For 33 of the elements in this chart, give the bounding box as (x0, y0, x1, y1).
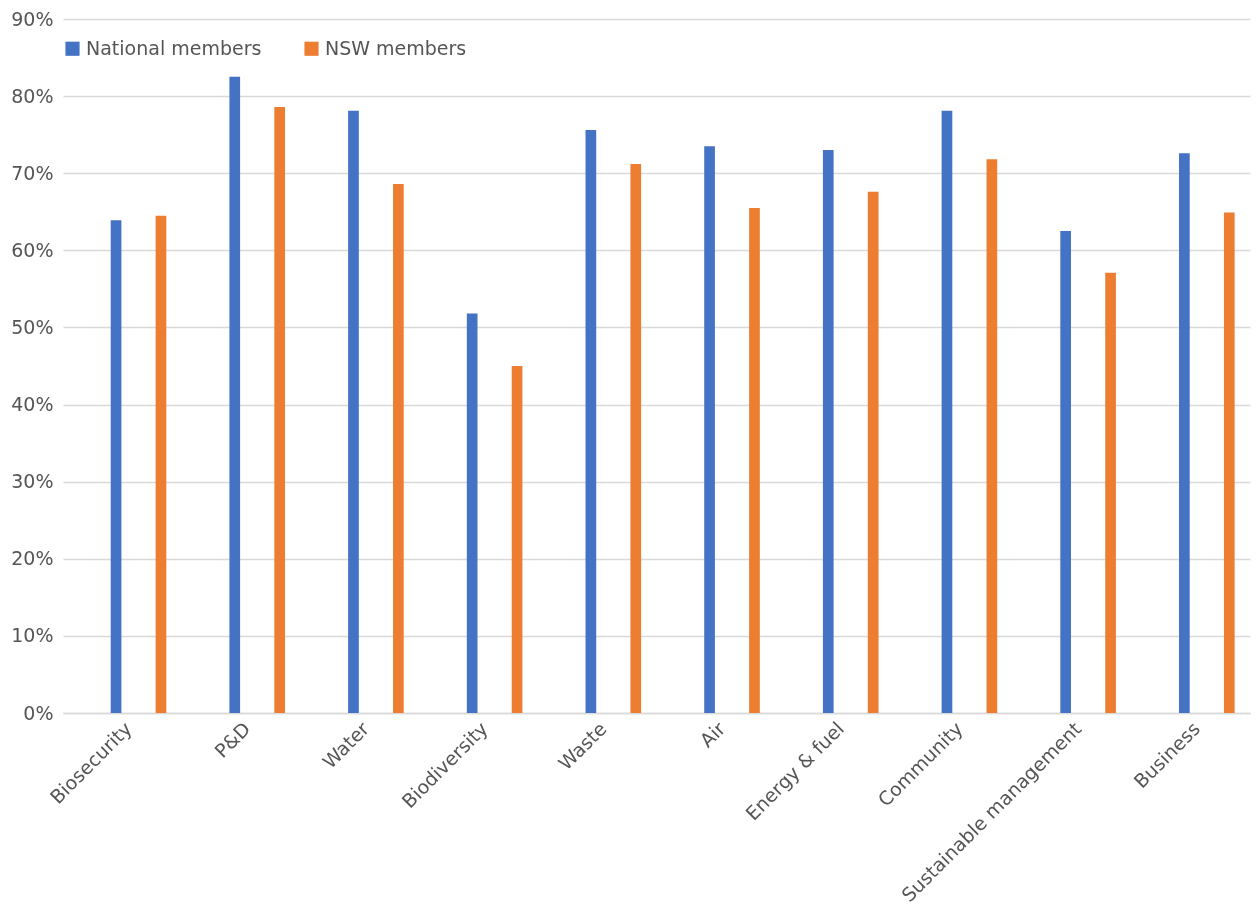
bar (749, 207, 760, 713)
y-tick-label: 70% (11, 161, 54, 184)
y-tick-label: 30% (11, 470, 54, 493)
y-tick-label: 60% (11, 238, 54, 261)
bar (1060, 231, 1072, 713)
y-tick-label: 90% (11, 7, 54, 30)
y-tick-label: 0% (23, 701, 54, 724)
bar (511, 366, 523, 713)
bar (630, 163, 642, 713)
bar (1223, 212, 1235, 713)
bar (867, 191, 879, 713)
bar (155, 215, 167, 713)
bar (466, 313, 478, 713)
bar (585, 130, 597, 713)
y-tick-label: 20% (11, 547, 54, 570)
bar (941, 110, 953, 713)
y-tick-label: 40% (11, 393, 54, 416)
bar (229, 76, 241, 713)
bar (822, 150, 834, 713)
bar (1105, 272, 1116, 713)
bar (348, 110, 359, 713)
legend-label: National members (86, 36, 262, 59)
bar (110, 220, 122, 713)
y-tick-label: 50% (11, 315, 54, 338)
y-tick-label: 10% (11, 624, 54, 647)
bar (274, 106, 286, 713)
bar (704, 146, 715, 713)
legend-label: NSW members (325, 36, 467, 59)
x-tick-label: Air (695, 717, 730, 752)
y-tick-label: 80% (11, 84, 54, 107)
bar (393, 184, 404, 713)
bar (986, 159, 998, 713)
bar (1179, 153, 1190, 713)
